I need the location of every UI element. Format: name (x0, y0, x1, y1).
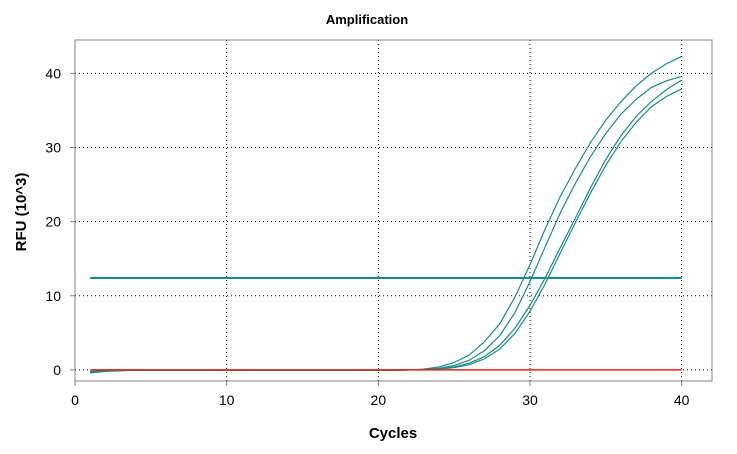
x-tick-label: 30 (522, 392, 538, 408)
axis-layer: 0 10 20 30 40 0 10 20 30 40 (45, 39, 713, 408)
plot-frame (74, 39, 713, 382)
y-tick-label: 10 (45, 288, 61, 304)
y-tick-label: 20 (45, 214, 61, 230)
series-line-2 (90, 75, 682, 373)
grid-layer (75, 40, 712, 381)
chart-title: Amplification (326, 12, 408, 27)
series-layer (90, 55, 682, 374)
x-tick-label: 10 (219, 392, 235, 408)
y-axis-label: RFU (10^3) (13, 173, 30, 252)
y-tick-label: 40 (45, 65, 61, 81)
x-tick-label: 40 (674, 392, 690, 408)
series-line-4 (90, 88, 682, 373)
x-axis-label: Cycles (369, 425, 417, 442)
y-tick-label: 30 (45, 139, 61, 155)
series-line-3 (90, 79, 682, 372)
x-tick-label: 20 (371, 392, 387, 408)
series-line-1 (90, 55, 682, 374)
y-tick-label: 0 (53, 362, 61, 378)
x-tick-label: 0 (71, 392, 79, 408)
